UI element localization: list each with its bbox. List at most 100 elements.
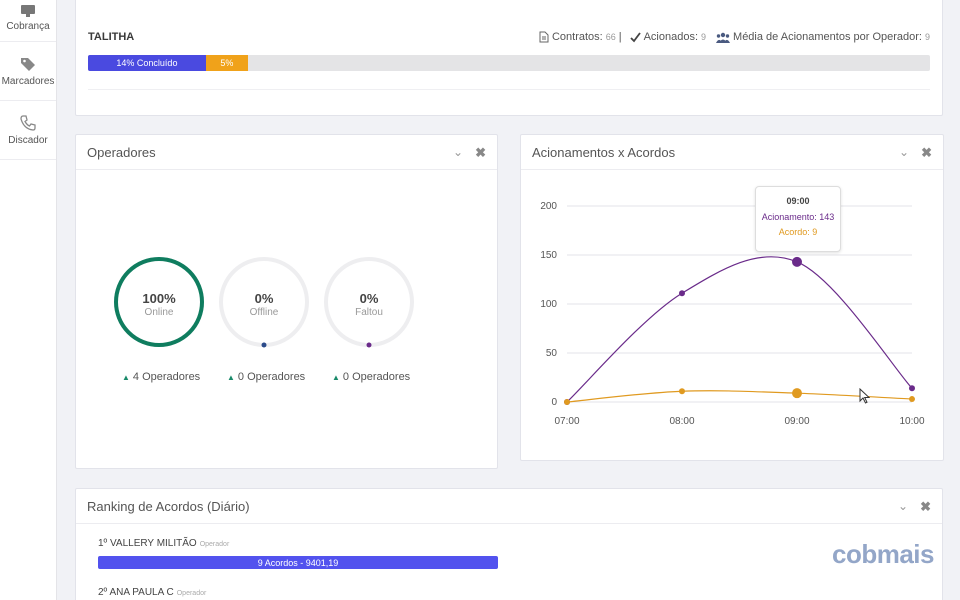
media-label: Média de Acionamentos por Operador:: [733, 31, 922, 43]
panel-tools: ⌄ ✖: [453, 146, 486, 159]
phone-icon: [20, 114, 36, 131]
panel-header: Ranking de Acordos (Diário) ⌄ ✖: [76, 489, 942, 524]
panel-title: Ranking de Acordos (Diário): [87, 498, 250, 514]
data-point-acordo: [792, 388, 802, 399]
operator-row: TALITHA Contratos: 66 | Acionados: 9 Méd…: [88, 31, 930, 43]
tag-icon: [21, 57, 35, 71]
line-chart[interactable]: 0 50 100 150 200 07:00 08:00 09:00 10:00: [521, 171, 943, 461]
y-tick-label: 100: [540, 299, 557, 310]
panel-header: Acionamentos x Acordos ⌄ ✖: [521, 135, 943, 170]
divider: [88, 89, 930, 90]
panel-tools: ⌄ ✖: [898, 500, 931, 513]
sidebar-item-label: Discador: [8, 134, 48, 146]
sidebar-item-label: Cobrança: [6, 21, 50, 32]
y-tick-label: 150: [540, 250, 557, 261]
progress-pending-segment: 5%: [205, 55, 248, 71]
operadores-panel: Operadores ⌄ ✖ 100% Online ▲ 4 Operadores 0%…: [75, 134, 498, 469]
collapse-icon[interactable]: ⌄: [899, 145, 910, 159]
series-line-acionamento: [566, 256, 913, 403]
y-tick-label: 0: [551, 397, 557, 408]
panel-title: Acionamentos x Acordos: [532, 144, 676, 160]
media-stat: Média de Acionamentos por Operador: 9: [716, 31, 930, 43]
gauge-operator-count: ▲ 0 Operadores: [227, 371, 305, 383]
ranking-role: Operador: [176, 590, 207, 597]
triangle-up-icon: ▲: [332, 373, 340, 382]
gauge-marker: [261, 342, 267, 348]
sidebar-item-cobranca[interactable]: Cobrança: [0, 0, 56, 42]
brand-logo: cobmais: [832, 539, 935, 569]
sidebar-item-label: Marcadores: [1, 75, 55, 87]
collapse-icon[interactable]: ⌄: [453, 145, 464, 159]
data-point-acordo: [564, 399, 570, 405]
gauge-arc: [114, 257, 204, 347]
gauge-operator-count: ▲ 4 Operadores: [122, 371, 200, 383]
data-point-acionamento: [679, 290, 685, 297]
ranking-panel: Ranking de Acordos (Diário) ⌄ ✖ 1º VALLE…: [75, 488, 943, 600]
operator-count: 0 Operadores: [237, 371, 306, 383]
tooltip-acionamento: Acionamento: 143: [761, 212, 835, 222]
data-point-acionamento: [792, 256, 802, 267]
gauge-operator-count: ▲ 0 Operadores: [332, 371, 410, 383]
gauge-ring: [324, 257, 414, 348]
progress-done-segment: 14% Concluído: [88, 55, 206, 71]
panel-tools: ⌄ ✖: [899, 146, 932, 159]
chart-tooltip: 09:00 Acionamento: 143 Acordo: 9: [755, 186, 841, 252]
acionados-label: Acionados:: [643, 31, 699, 43]
gauge-ring: [219, 257, 309, 348]
acionados-value: 9: [701, 32, 707, 42]
x-tick-label: 10:00: [899, 416, 924, 427]
users-icon: [716, 32, 731, 43]
ranking-role: Operador: [199, 541, 230, 548]
collapse-icon[interactable]: ⌄: [898, 499, 909, 513]
operator-count: 0 Operadores: [342, 371, 411, 383]
gauge-percent: 0%: [359, 291, 379, 306]
gauge-faltou: 0% Faltou: [323, 247, 415, 357]
stats-separator: |: [618, 31, 622, 43]
media-value: 9: [924, 32, 930, 42]
mouse-cursor-icon: [859, 388, 870, 404]
check-icon: [629, 31, 641, 42]
contratos-value: 66: [605, 32, 616, 42]
ranking-entry: 2º ANA PAULA C Operador: [98, 587, 206, 598]
panel-header: Operadores ⌄ ✖: [76, 135, 497, 170]
x-tick-label: 09:00: [784, 416, 809, 427]
ranking-name: 1º VALLERY MILITÃO: [98, 538, 197, 549]
sidebar-item-discador[interactable]: Discador: [0, 101, 56, 160]
contratos-label: Contratos:: [551, 31, 603, 43]
gauge-marker: [366, 342, 372, 348]
sidebar-item-marcadores[interactable]: Marcadores: [0, 42, 56, 101]
data-point-acionamento: [909, 385, 915, 392]
close-icon[interactable]: ✖: [475, 144, 486, 160]
gauge-ring: [114, 257, 204, 347]
operator-progress-panel: TALITHA Contratos: 66 | Acionados: 9 Méd…: [75, 0, 943, 116]
x-tick-label: 07:00: [554, 416, 579, 427]
triangle-up-icon: ▲: [122, 373, 130, 382]
gauge-label: Online: [144, 307, 174, 318]
data-point-acordo: [909, 396, 915, 403]
gauge-percent: 100%: [142, 291, 176, 306]
ranking-bar: 9 Acordos - 9401,19: [98, 556, 498, 569]
operator-stats: Contratos: 66 | Acionados: 9 Média de Ac…: [539, 31, 930, 43]
tooltip-time: 09:00: [786, 196, 810, 206]
document-icon: [539, 31, 549, 43]
close-icon[interactable]: ✖: [921, 144, 932, 160]
triangle-up-icon: ▲: [227, 373, 235, 382]
close-icon[interactable]: ✖: [920, 498, 931, 514]
tooltip-acordo: Acordo: 9: [778, 227, 818, 237]
sidebar: Cobrança Marcadores Discador: [0, 0, 57, 600]
chart-panel: Acionamentos x Acordos ⌄ ✖ 0 50 100 150 200 0…: [520, 134, 944, 461]
contratos-stat: Contratos: 66 |: [539, 31, 622, 43]
acionados-stat: Acionados: 9: [629, 31, 707, 43]
gauge-label: Offline: [249, 307, 279, 318]
progress-bar: 14% Concluído 5%: [88, 55, 930, 71]
y-tick-label: 50: [546, 348, 558, 359]
operator-name: TALITHA: [88, 31, 135, 43]
gauge-label: Faltou: [355, 307, 383, 318]
x-tick-label: 08:00: [669, 416, 694, 427]
gauge-online: 100% Online: [113, 247, 205, 357]
monitor-icon: [21, 5, 35, 17]
ranking-entry: 1º VALLERY MILITÃO Operador: [98, 538, 229, 549]
panel-title: Operadores: [87, 144, 156, 160]
ranking-name: 2º ANA PAULA C: [98, 587, 174, 598]
data-point-acordo: [679, 388, 685, 395]
